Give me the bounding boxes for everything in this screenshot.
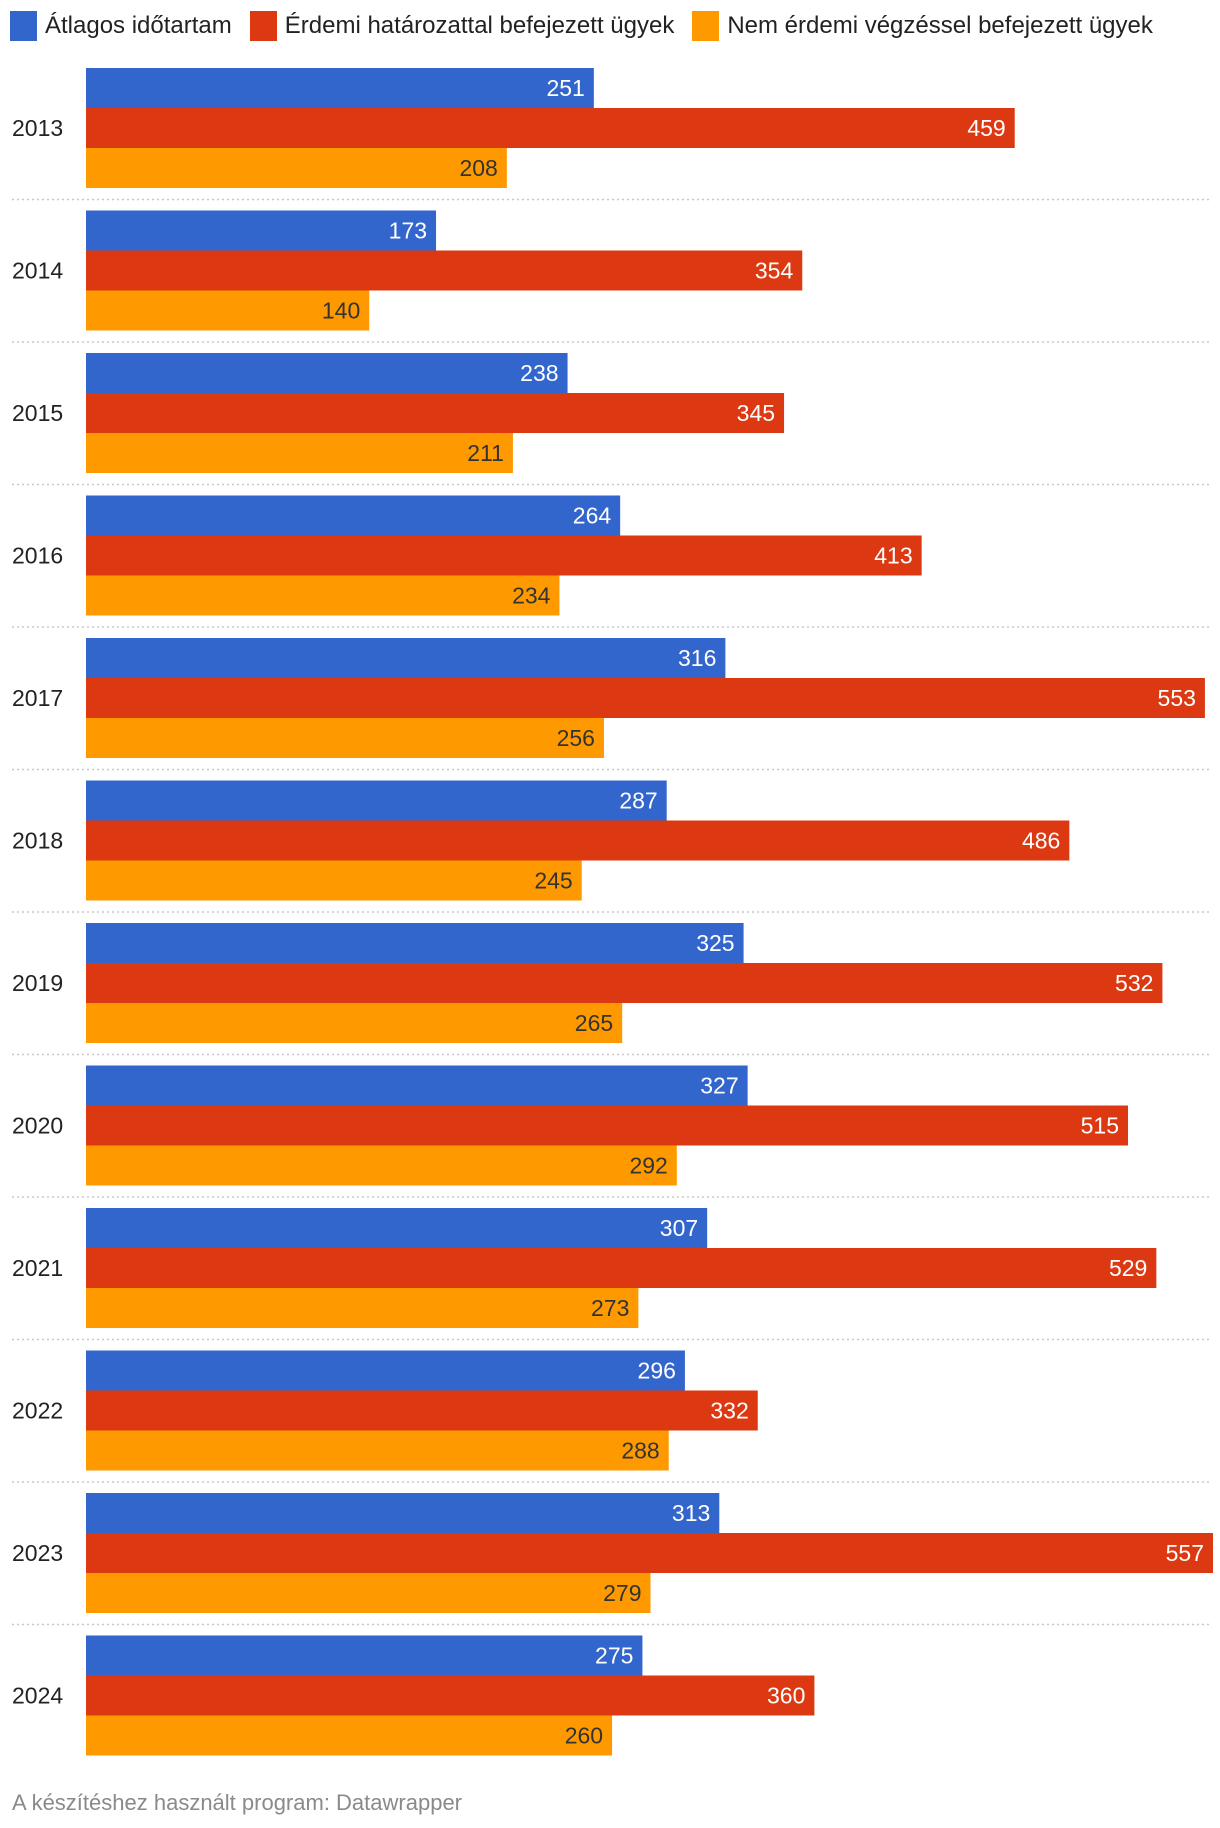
legend-swatch-blue (10, 11, 37, 41)
data-label-2015-series-2: 211 (467, 440, 504, 466)
bar-2024-series-2 (86, 1715, 613, 1756)
bar-2023-series-1 (86, 1533, 1213, 1573)
data-label-2017-series-2: 256 (557, 725, 595, 751)
bar-2019-series-0 (86, 923, 744, 963)
data-label-2020-series-2: 292 (629, 1153, 667, 1179)
data-label-2018-series-2: 245 (534, 868, 572, 894)
bar-2015-series-1 (86, 393, 785, 433)
category-label-2019: 2019 (12, 970, 63, 996)
category-label-2014: 2014 (12, 258, 63, 284)
category-label-2020: 2020 (12, 1113, 63, 1139)
category-label-2015: 2015 (12, 400, 63, 426)
data-label-2014-series-2: 140 (322, 298, 360, 324)
bar-2023-series-2 (86, 1573, 651, 1613)
category-label-2017: 2017 (12, 685, 63, 711)
bar-2020-series-2 (86, 1145, 677, 1186)
legend-label-average-duration: Átlagos időtartam (45, 12, 232, 39)
data-label-2021-series-1: 529 (1109, 1255, 1147, 1281)
data-label-2016-series-0: 264 (573, 503, 612, 529)
data-label-2024-series-0: 275 (595, 1643, 633, 1669)
data-label-2017-series-1: 553 (1158, 685, 1196, 711)
data-label-2018-series-0: 287 (619, 788, 657, 814)
bar-2017-series-2 (86, 718, 604, 758)
data-label-2023-series-1: 557 (1166, 1540, 1204, 1566)
bar-2020-series-1 (86, 1105, 1129, 1146)
bar-2016-series-2 (86, 575, 560, 616)
category-label-2016: 2016 (12, 543, 63, 569)
bar-2013-series-1 (86, 108, 1015, 148)
bar-2018-series-1 (86, 820, 1070, 861)
bar-2017-series-1 (86, 678, 1205, 718)
bar-2013-series-0 (86, 68, 594, 108)
legend-label-non-merit-orders: Nem érdemi végzéssel befejezett ügyek (727, 12, 1153, 39)
bar-2014-series-2 (86, 290, 370, 331)
bar-2022-series-2 (86, 1430, 669, 1471)
bar-2016-series-0 (86, 495, 621, 536)
data-label-2019-series-2: 265 (575, 1010, 613, 1036)
legend-item-merit-decisions: Érdemi határozattal befejezett ügyek (249, 11, 675, 41)
data-label-2018-series-1: 486 (1022, 828, 1060, 854)
data-label-2013-series-2: 208 (459, 155, 497, 181)
data-label-2017-series-0: 316 (678, 645, 716, 671)
data-label-2022-series-2: 288 (621, 1438, 659, 1464)
bar-2022-series-0 (86, 1350, 685, 1391)
bar-2020-series-0 (86, 1065, 748, 1106)
category-label-2022: 2022 (12, 1398, 63, 1424)
bar-2018-series-2 (86, 860, 582, 901)
data-label-2020-series-1: 515 (1081, 1113, 1119, 1139)
footer-credit: A készítéshez használt program: Datawrap… (12, 1790, 463, 1815)
data-label-2023-series-0: 313 (672, 1500, 710, 1526)
bar-2021-series-1 (86, 1248, 1157, 1288)
data-label-2022-series-0: 296 (638, 1358, 676, 1384)
data-label-2019-series-0: 325 (696, 930, 734, 956)
data-label-2022-series-1: 332 (710, 1398, 748, 1424)
bar-2024-series-0 (86, 1635, 643, 1676)
data-label-2024-series-1: 360 (767, 1683, 805, 1709)
data-label-2024-series-2: 260 (565, 1723, 603, 1749)
legend-swatch-red (249, 11, 277, 41)
data-label-2021-series-0: 307 (660, 1215, 698, 1241)
data-label-2023-series-2: 279 (603, 1580, 641, 1606)
category-label-2021: 2021 (12, 1255, 63, 1281)
data-label-2015-series-1: 345 (737, 400, 775, 426)
category-label-2013: 2013 (12, 115, 63, 141)
bar-2016-series-1 (86, 535, 922, 576)
legend-label-merit-decisions: Érdemi határozattal befejezett ügyek (284, 12, 675, 39)
bar-2022-series-1 (86, 1390, 758, 1431)
data-label-2015-series-0: 238 (520, 360, 558, 386)
bar-2018-series-0 (86, 780, 667, 821)
bar-chart: 2013 251 459 208 2014 173 354 140 2015 238 345 211 2… (12, 68, 1213, 1756)
bar-2013-series-2 (86, 148, 507, 188)
data-label-2013-series-1: 459 (967, 115, 1005, 141)
bar-2021-series-0 (86, 1208, 708, 1248)
data-label-2021-series-2: 273 (591, 1295, 629, 1321)
bar-2019-series-2 (86, 1003, 623, 1043)
data-label-2016-series-1: 413 (874, 543, 912, 569)
data-label-2016-series-2: 234 (512, 583, 551, 609)
bar-2019-series-1 (86, 963, 1163, 1003)
bar-2014-series-0 (86, 210, 437, 251)
bar-2017-series-0 (86, 638, 726, 678)
data-label-2020-series-0: 327 (700, 1073, 738, 1099)
bar-2023-series-0 (86, 1493, 720, 1533)
data-label-2014-series-1: 354 (755, 258, 794, 284)
legend-item-non-merit-orders: Nem érdemi végzéssel befejezett ügyek (692, 11, 1153, 41)
data-label-2014-series-0: 173 (389, 218, 427, 244)
bar-2015-series-0 (86, 353, 568, 393)
data-label-2019-series-1: 532 (1115, 970, 1153, 996)
chart-legend: Átlagos időtartam Érdemi határozattal be… (10, 8, 1171, 44)
bar-2014-series-1 (86, 250, 803, 291)
bar-2021-series-2 (86, 1288, 639, 1328)
legend-swatch-orange (692, 11, 720, 41)
category-label-2018: 2018 (12, 828, 63, 854)
data-label-2013-series-0: 251 (546, 75, 584, 101)
category-label-2023: 2023 (12, 1540, 63, 1566)
bar-2024-series-1 (86, 1675, 815, 1716)
category-label-2024: 2024 (12, 1683, 63, 1709)
bar-2015-series-2 (86, 433, 513, 473)
legend-item-average-duration: Átlagos időtartam (10, 11, 232, 41)
